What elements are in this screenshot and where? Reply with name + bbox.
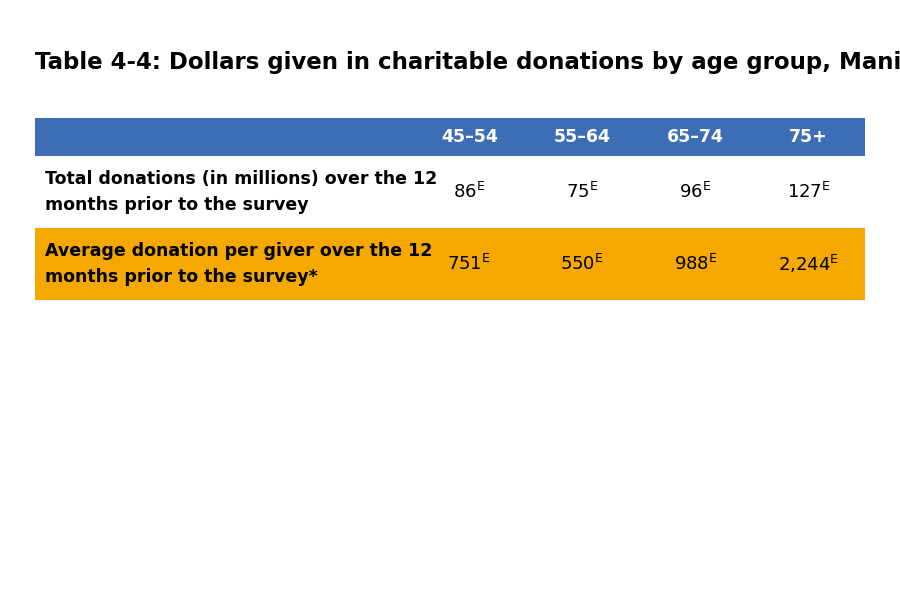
Bar: [35, 156, 865, 228]
Text: 65–74: 65–74: [667, 128, 724, 146]
Text: 550$^{\mathregular{E}}$: 550$^{\mathregular{E}}$: [561, 254, 604, 274]
Text: 2,244$^{\mathregular{E}}$: 2,244$^{\mathregular{E}}$: [778, 253, 839, 275]
Text: Average donation per giver over the 12
months prior to the survey*: Average donation per giver over the 12 m…: [45, 242, 432, 286]
Text: 86$^{\mathregular{E}}$: 86$^{\mathregular{E}}$: [453, 182, 485, 202]
Text: 751$^{\mathregular{E}}$: 751$^{\mathregular{E}}$: [447, 254, 491, 274]
Text: 75+: 75+: [789, 128, 828, 146]
Text: 988$^{\mathregular{E}}$: 988$^{\mathregular{E}}$: [673, 254, 717, 274]
Bar: [35, 118, 865, 156]
Text: 75$^{\mathregular{E}}$: 75$^{\mathregular{E}}$: [566, 182, 598, 202]
Bar: [35, 228, 865, 300]
Text: Total donations (in millions) over the 12
months prior to the survey: Total donations (in millions) over the 1…: [45, 170, 437, 214]
Text: 96$^{\mathregular{E}}$: 96$^{\mathregular{E}}$: [680, 182, 712, 202]
Text: 127$^{\mathregular{E}}$: 127$^{\mathregular{E}}$: [787, 182, 831, 202]
Text: 45–54: 45–54: [441, 128, 498, 146]
Text: 55–64: 55–64: [554, 128, 611, 146]
Text: Table 4-4: Dollars given in charitable donations by age group, Manitoba, 2018: Table 4-4: Dollars given in charitable d…: [35, 50, 900, 73]
